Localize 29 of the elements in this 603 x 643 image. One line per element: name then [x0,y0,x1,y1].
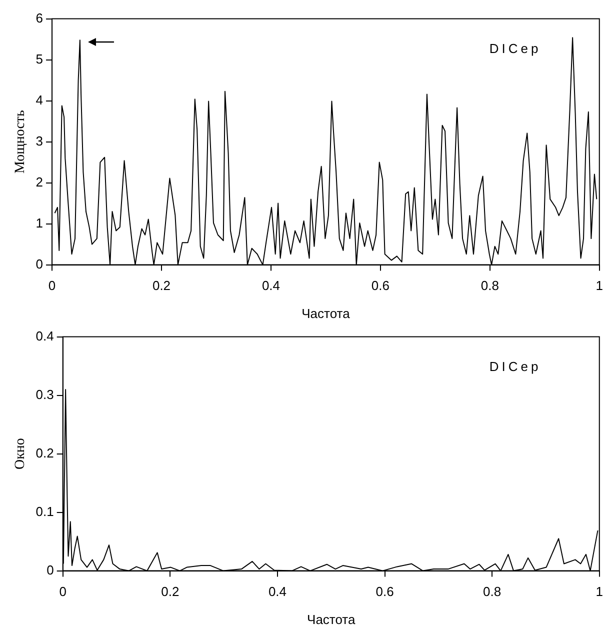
y-axis-title: Мощность [13,110,28,174]
y-tick-label: 0.1 [36,504,54,519]
x-tick-label: 0.8 [480,278,499,294]
y-tick-label: 6 [36,10,44,26]
x-tick-label: 0.6 [376,584,394,600]
x-tick-label: 1 [596,278,603,294]
x-tick-label: 0.8 [483,584,502,600]
x-axis-title: Частота [307,612,356,627]
y-tick-label: 4 [36,92,44,108]
y-tick-label: 0.2 [36,445,54,460]
y-tick-label: 3 [36,133,44,148]
x-tick-label: 0.2 [161,584,180,600]
y-tick-label: 2 [36,174,44,190]
y-tick-label: 5 [36,51,44,66]
x-tick-label: 0 [59,584,66,600]
annotation: DICep [489,40,542,56]
y-tick-label: 1 [36,215,44,230]
annotation: DICep [489,358,542,374]
x-tick-label: 1 [596,584,603,600]
x-axis-title: Частота [302,306,351,321]
y-tick-label: 0.3 [36,386,54,402]
y-tick-label: 0 [46,562,54,578]
y-tick-label: 0 [36,256,44,272]
x-tick-label: 0.2 [152,278,171,294]
x-tick-label: 0.4 [262,278,280,294]
y-tick-label: 0.4 [36,328,54,344]
x-tick-label: 0.6 [371,278,390,294]
x-tick-label: 0.4 [268,584,287,600]
y-axis-title: Окно [13,438,28,470]
